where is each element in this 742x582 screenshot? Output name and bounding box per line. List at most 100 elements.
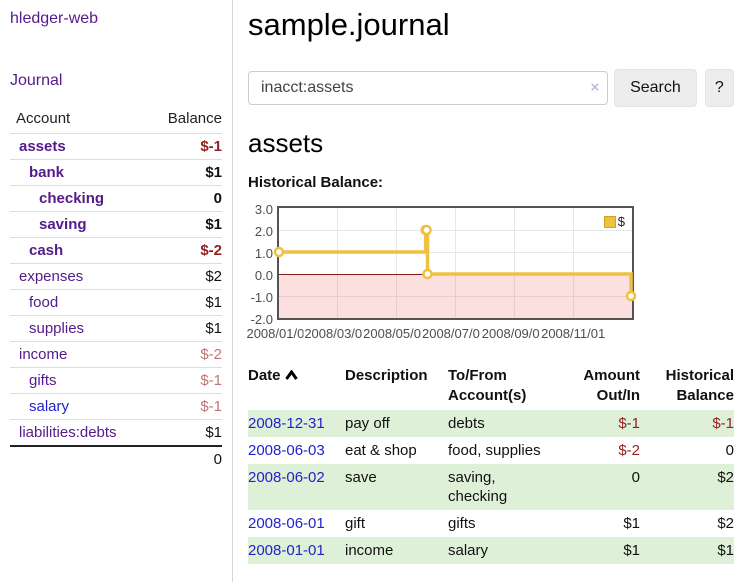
transaction-balance-cell: $1 [640,537,734,564]
clear-search-icon[interactable]: × [590,79,600,96]
sidebar-account-balance: $2 [205,268,222,285]
transaction-accounts-cell: saving, checking [448,464,582,510]
y-axis-tick-label: 3.0 [254,202,273,217]
data-point-marker [421,224,432,236]
sidebar-accounts-header: Account Balance [10,106,222,133]
sidebar-account-balance: $1 [205,320,222,337]
y-axis-tick-label: -1.0 [250,290,273,305]
sidebar-account-link[interactable]: liabilities:debts [19,424,117,441]
sidebar-account-row: salary $-1 [10,393,222,419]
transaction-date-link[interactable]: 2008-01-01 [248,542,325,559]
sidebar-account-row: income $-2 [10,341,222,367]
sidebar-accounts-body: assets $-1 bank $1 checking 0 saving $1 cash $-2 e… [10,133,222,445]
register-row: 2008-01-01 income salary $1 $1 [248,537,734,564]
y-axis-tick-label: -2.0 [250,312,273,327]
sidebar-account-link[interactable]: food [29,294,59,311]
sidebar-total-row: 0 [10,445,222,472]
x-axis-tick-label: 2008/03/01 [303,326,371,341]
sidebar-account-link[interactable]: salary [29,398,70,415]
register-row: 2008-06-01 gift gifts $1 $2 [248,510,734,537]
sidebar-accounts-table: Account Balance assets $-1 bank $1 checking 0… [10,106,222,472]
gridline [573,208,575,318]
sidebar-account-balance: $-1 [200,138,222,155]
x-axis-tick-label: 2008/05/01 [362,326,430,341]
transaction-description-cell: income [345,537,448,564]
sidebar-account-row: food $1 [10,289,222,315]
help-button[interactable]: ? [704,69,734,107]
transaction-date-cell: 2008-12-31 [248,410,345,437]
chart-plot-area: $ 3.0 2.0 1.0 0.0 -1.0 -2.0 [251,203,637,326]
sidebar-account-balance: 0 [213,190,222,207]
x-axis-tick-label: 2008/07/01 [420,326,489,341]
transaction-accounts-cell: debts [448,410,582,437]
sidebar: hledger-web Journal Account Balance asse… [0,0,233,582]
chart-legend: $ [603,214,625,229]
negative-region [279,274,632,318]
sidebar-account-link[interactable]: assets [19,138,66,155]
description-column-header: Description [345,367,428,384]
historical-balance-chart: $ 3.0 2.0 1.0 0.0 -1.0 -2.0 2008/01/01 2008/03… [245,203,734,342]
search-button[interactable]: Search [614,69,697,107]
transaction-description-cell: save [345,464,448,510]
transaction-accounts-cell: salary [448,537,582,564]
transaction-accounts-cell: food, supplies [448,442,541,459]
sidebar-account-balance: $1 [205,216,222,233]
sidebar-account-link[interactable]: income [19,346,68,363]
sidebar-item-journal[interactable]: Journal [10,72,63,89]
search-form: × Search ? [248,69,734,107]
sidebar-account-link[interactable]: supplies [29,320,85,337]
chart-title: Historical Balance: [248,174,384,191]
register-table: Date Description To/From Account(s) Amou… [248,364,734,564]
transaction-date-cell: 2008-01-01 [248,537,345,564]
balance-series-line [273,224,637,302]
account-page-title: assets [248,128,324,158]
balance-column-header: Historical Balance [665,367,734,404]
sidebar-account-balance: $1 [205,424,222,441]
sidebar-account-balance: $-1 [200,398,222,415]
main-content: sample.journal × Search ? assets Histori… [234,0,742,582]
transaction-date-link[interactable]: 2008-12-31 [248,415,325,432]
register-row: 2008-12-31 pay off debts $-1 $-1 [248,410,734,437]
sidebar-account-row: gifts $-1 [10,367,222,393]
x-axis-tick-label: 2008/01/01 [245,326,313,341]
transaction-date-link[interactable]: 2008-06-01 [248,515,325,532]
x-axis-tick-label: 2008/09/01 [480,326,548,341]
transaction-accounts-cell: gifts [448,515,476,532]
transaction-date-link[interactable]: 2008-06-03 [248,442,325,459]
sidebar-account-balance: $-2 [200,346,222,363]
sidebar-account-balance: $-1 [200,372,222,389]
gridline [454,208,456,318]
x-axis-tick-label: 2008/11/01 [540,326,607,341]
data-point-marker [422,268,433,280]
accounts-column-header: To/From Account(s) [448,367,527,404]
transaction-amount-cell: $1 [623,515,640,532]
transaction-date-cell: 2008-06-03 [248,437,345,464]
y-axis-tick-label: 0.0 [254,268,273,283]
page-title: sample.journal [248,7,450,42]
sidebar-account-row: expenses $2 [10,263,222,289]
transaction-description-cell: pay off [345,410,448,437]
sidebar-account-balance: $-2 [200,242,222,259]
transaction-balance-cell: $2 [717,515,734,532]
sidebar-account-row: bank $1 [10,159,222,185]
sidebar-account-link[interactable]: saving [39,216,87,233]
sidebar-account-row: saving $1 [10,211,222,237]
transaction-balance-cell: 0 [725,442,734,459]
y-axis-tick-label: 1.0 [254,246,273,261]
sidebar-account-link[interactable]: cash [29,242,64,259]
gridline [395,208,397,318]
series-name: $ [617,214,625,229]
app-title-link[interactable]: hledger-web [10,10,99,27]
transaction-amount-cell: $-2 [618,442,640,459]
transaction-amount-cell: $1 [582,537,640,564]
sidebar-account-link[interactable]: bank [29,164,65,181]
sidebar-account-link[interactable]: gifts [29,372,57,389]
sidebar-account-link[interactable]: checking [39,190,105,207]
search-input[interactable] [248,71,609,105]
transaction-amount-cell: 0 [582,464,640,510]
transaction-balance-cell: $-1 [640,410,734,437]
date-column-header[interactable]: Date [248,364,345,410]
sidebar-account-link[interactable]: expenses [19,268,84,285]
gridline [514,208,516,318]
transaction-date-link[interactable]: 2008-06-02 [248,469,325,486]
